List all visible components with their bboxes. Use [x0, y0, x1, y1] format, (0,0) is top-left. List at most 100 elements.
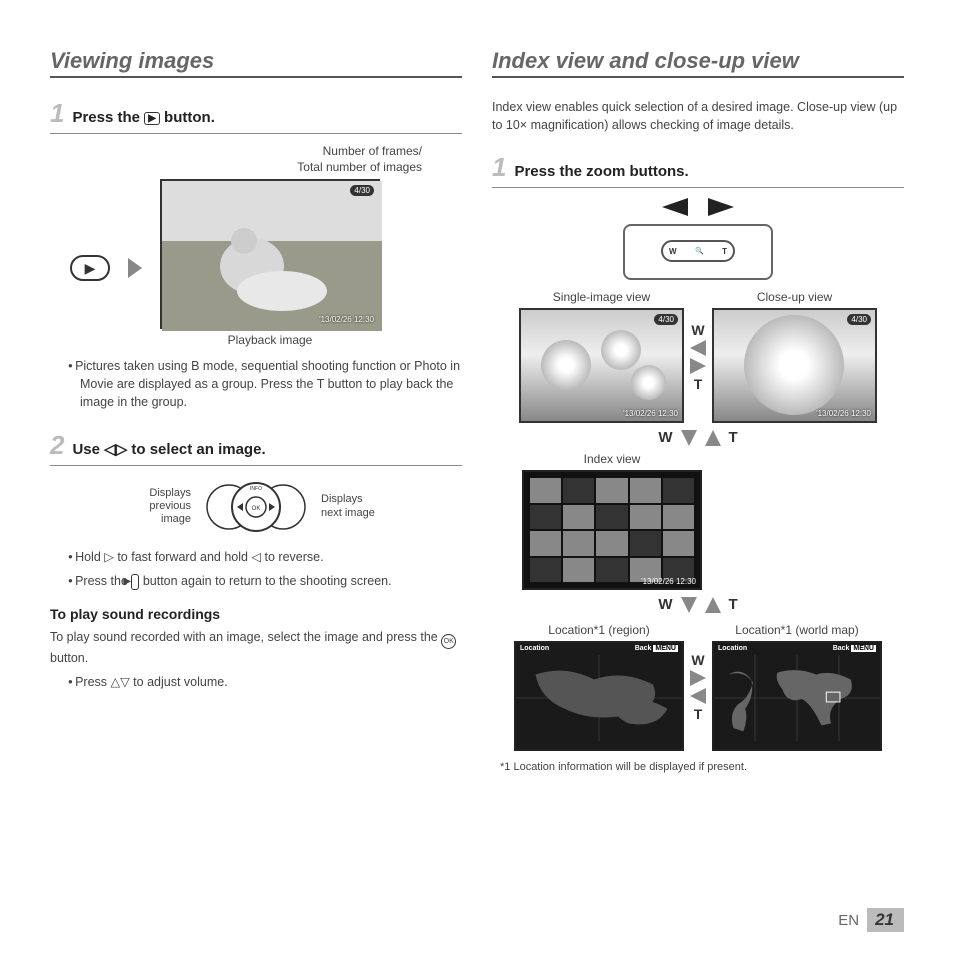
playback-diagram: ▶ 4/30 '13/02/26 12:30 Playback image [70, 179, 462, 357]
world-label: Location*1 (world map) [712, 623, 882, 637]
r-step-1-number: 1 [492, 152, 506, 183]
index-thumb: '13/02/26 12:30 [522, 470, 702, 590]
svg-text:INFO: INFO [250, 486, 262, 492]
zoom-lever: W 🔍 T [661, 240, 735, 262]
step-2-number: 2 [50, 430, 64, 461]
zoom-arrows [492, 198, 904, 216]
back-1: Back MENU [635, 645, 678, 652]
sound-pre: To play sound recorded with an image, se… [50, 630, 441, 644]
t-label-1: T [694, 376, 703, 392]
region-thumb: Location Back MENU [514, 641, 684, 751]
footer-page: 21 [867, 908, 904, 932]
dpad-icon: OK INFO [201, 478, 311, 536]
arrow-left-sm-1 [690, 340, 706, 356]
b2-post: button again to return to the shooting s… [139, 574, 391, 588]
region-label: Location*1 (region) [514, 623, 684, 637]
thumb-date: '13/02/26 12:30 [319, 315, 374, 324]
footnote: *1 Location information will be displaye… [492, 761, 904, 773]
index-label: Index view [512, 452, 712, 466]
dpad-diagram: Displays previous image OK INFO Displays… [50, 478, 462, 536]
sound-body: To play sound recorded with an image, se… [50, 628, 462, 667]
single-close-row: Single-image view 4/30 '13/02/26 12:30 W… [492, 290, 904, 423]
back-2: Back MENU [833, 645, 876, 652]
loc-hdr-2: Location [718, 645, 747, 652]
step2-bullet-2: Press the ▶ button again to return to th… [50, 572, 462, 591]
maps-row: Location*1 (region) Location Back MENU W [492, 623, 904, 751]
w-label-3: W [658, 596, 672, 613]
close-date: '13/02/26 12:30 [816, 409, 871, 418]
camera-top-diagram: W 🔍 T [492, 224, 904, 280]
arrow-right-sm-2 [690, 670, 706, 686]
arrow-up-1 [705, 430, 721, 446]
sound-heading: To play sound recordings [50, 606, 462, 622]
arrow-down-2 [681, 597, 697, 613]
arrow-right-icon [128, 258, 142, 278]
index-date: '13/02/26 12:30 [641, 577, 696, 586]
region-block: Location*1 (region) Location Back MENU [514, 623, 684, 751]
single-label: Single-image view [519, 290, 684, 304]
single-badge: 4/30 [654, 314, 678, 325]
camera-top-icon: W 🔍 T [623, 224, 773, 280]
zoom-t: T [722, 247, 727, 256]
arrow-right-icon-2 [708, 198, 734, 216]
play-button-icon: ▶ [70, 255, 110, 281]
wt-row-1: W T [492, 429, 904, 446]
frame-badge: 4/30 [350, 185, 374, 196]
single-thumb: 4/30 '13/02/26 12:30 [519, 308, 684, 423]
step-1-text: Press the ▶ button. [72, 109, 214, 126]
sound-post: button. [50, 651, 88, 665]
w-label-4: W [691, 652, 704, 668]
step1-bullet: Pictures taken using B mode, sequential … [50, 357, 462, 411]
single-view-block: Single-image view 4/30 '13/02/26 12:30 [519, 290, 684, 423]
close-badge: 4/30 [847, 314, 871, 325]
r-step-1-text: Press the zoom buttons. [514, 163, 688, 180]
right-step-1: 1 Press the zoom buttons. [492, 152, 904, 188]
step2-bullet-1: Hold ▷ to fast forward and hold ◁ to rev… [50, 548, 462, 566]
wt-col-2: W T [690, 652, 706, 722]
step-1-number: 1 [50, 98, 64, 129]
sound-bullet: Press △▽ to adjust volume. [50, 673, 462, 691]
arrow-left-icon [662, 198, 688, 216]
frames-caption: Number of frames/ Total number of images [50, 144, 462, 175]
arrow-down-1 [681, 430, 697, 446]
ok-icon: OK [441, 634, 456, 649]
svg-text:OK: OK [252, 506, 261, 512]
footer-lang: EN [838, 912, 859, 929]
t-label-2: T [729, 429, 738, 446]
intro-text: Index view enables quick selection of a … [492, 98, 904, 134]
t-label-4: T [694, 706, 703, 722]
step-1-post: button. [160, 109, 215, 126]
close-label: Close-up view [712, 290, 877, 304]
arrow-right-sm-1 [690, 358, 706, 374]
playback-thumbnail: 4/30 '13/02/26 12:30 [160, 179, 380, 329]
loc-hdr-1: Location [520, 645, 549, 652]
next-label: Displays next image [321, 493, 391, 519]
t-label-3: T [729, 596, 738, 613]
single-date: '13/02/26 12:30 [623, 409, 678, 418]
arrow-up-2 [705, 597, 721, 613]
step-2: 2 Use ◁▷ to select an image. [50, 430, 462, 466]
left-column: Viewing images 1 Press the ▶ button. Num… [50, 48, 462, 773]
manual-page: Viewing images 1 Press the ▶ button. Num… [0, 0, 954, 793]
section-title-index: Index view and close-up view [492, 48, 904, 78]
page-footer: EN 21 [838, 908, 904, 932]
prev-label: Displays previous image [121, 487, 191, 527]
zoom-w: W [669, 247, 677, 256]
w-label-2: W [658, 429, 672, 446]
playback-caption: Playback image [160, 333, 380, 347]
playback-icon: ▶ [144, 112, 160, 125]
close-view-block: Close-up view 4/30 '13/02/26 12:30 [712, 290, 877, 423]
step-1: 1 Press the ▶ button. [50, 98, 462, 134]
world-thumb: Location Back MENU [712, 641, 882, 751]
step-2-text: Use ◁▷ to select an image. [72, 440, 265, 458]
right-column: Index view and close-up view Index view … [492, 48, 904, 773]
index-view-block: Index view '13/02/26 12:30 [512, 452, 712, 590]
section-title-viewing: Viewing images [50, 48, 462, 78]
step-1-pre: Press the [72, 109, 144, 126]
world-block: Location*1 (world map) Location Back MEN… [712, 623, 882, 751]
wt-col-1: W T [690, 322, 706, 392]
arrow-left-sm-2 [690, 688, 706, 704]
close-thumb: 4/30 '13/02/26 12:30 [712, 308, 877, 423]
w-label-1: W [691, 322, 704, 338]
wt-row-2: W T [492, 596, 904, 613]
